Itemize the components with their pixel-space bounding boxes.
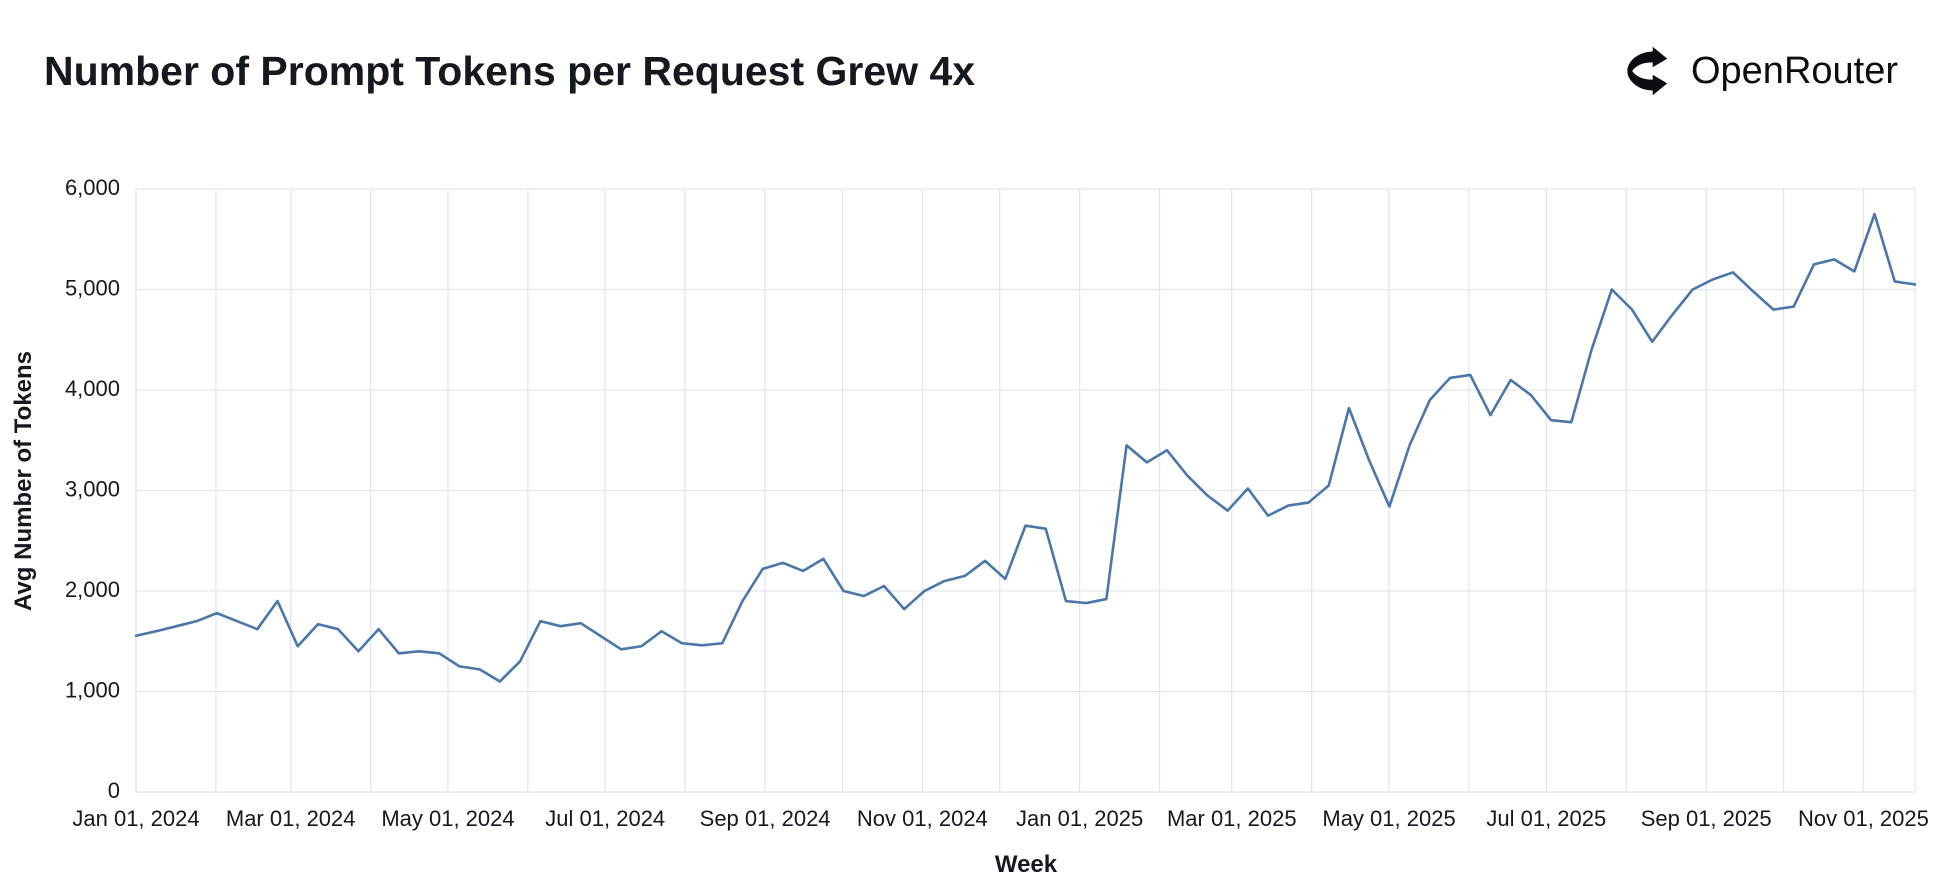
svg-text:Mar 01, 2025: Mar 01, 2025: [1167, 806, 1297, 831]
svg-text:Nov 01, 2025: Nov 01, 2025: [1798, 806, 1929, 831]
svg-text:May 01, 2025: May 01, 2025: [1322, 806, 1455, 831]
svg-text:0: 0: [108, 778, 120, 803]
svg-text:Jan 01, 2024: Jan 01, 2024: [72, 806, 199, 831]
svg-text:May 01, 2024: May 01, 2024: [381, 806, 514, 831]
svg-text:3,000: 3,000: [65, 477, 120, 502]
svg-text:4,000: 4,000: [65, 376, 120, 401]
svg-text:5,000: 5,000: [65, 276, 120, 301]
svg-text:2,000: 2,000: [65, 577, 120, 602]
svg-text:Jul 01, 2024: Jul 01, 2024: [545, 806, 665, 831]
svg-text:Sep 01, 2025: Sep 01, 2025: [1641, 806, 1772, 831]
svg-text:Jul 01, 2025: Jul 01, 2025: [1486, 806, 1606, 831]
svg-text:Sep 01, 2024: Sep 01, 2024: [700, 806, 831, 831]
svg-text:Mar 01, 2024: Mar 01, 2024: [226, 806, 356, 831]
svg-text:1,000: 1,000: [65, 678, 120, 703]
svg-text:Nov 01, 2024: Nov 01, 2024: [857, 806, 988, 831]
svg-text:6,000: 6,000: [65, 175, 120, 200]
svg-text:Jan 01, 2025: Jan 01, 2025: [1016, 806, 1143, 831]
